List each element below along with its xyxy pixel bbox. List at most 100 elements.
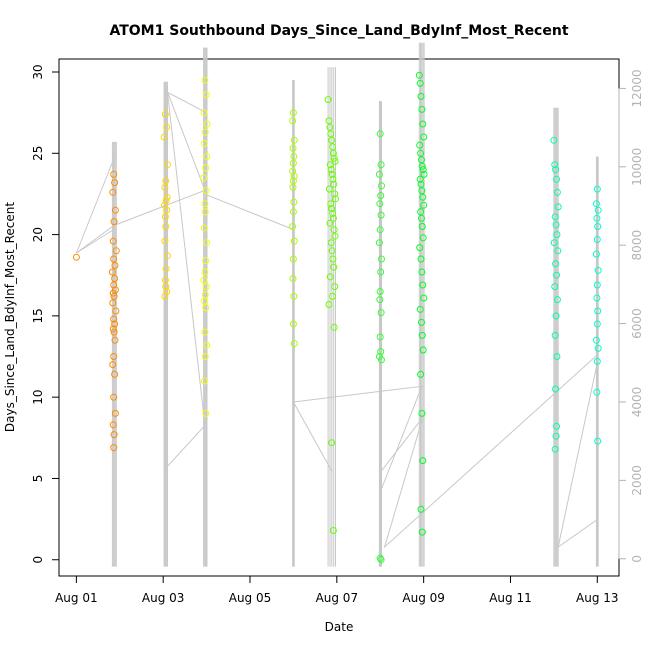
data-point [376, 296, 384, 304]
x-axis-label: Date [325, 620, 354, 634]
y-tick-label: 30 [31, 64, 45, 79]
data-point [552, 260, 560, 268]
data-point [594, 344, 602, 352]
data-point [551, 445, 559, 453]
secondary-y-tick-label: 8000 [630, 230, 644, 261]
data-point [550, 239, 558, 247]
data-point [328, 247, 336, 255]
data-point [377, 211, 385, 219]
y-tick-label: 25 [31, 146, 45, 161]
data-point [201, 291, 209, 299]
data-point [290, 153, 298, 160]
data-point [289, 167, 297, 175]
data-point [328, 136, 336, 144]
data-point [552, 312, 560, 320]
data-point [330, 180, 338, 188]
data-point [418, 331, 426, 339]
data-point [163, 123, 171, 131]
data-point [377, 161, 385, 169]
data-point [376, 130, 384, 138]
data-point [327, 200, 335, 208]
data-point [330, 263, 338, 271]
data-point [162, 196, 170, 204]
data-point [419, 166, 427, 174]
data-point [162, 177, 170, 185]
data-point [594, 206, 602, 214]
data-point [289, 144, 297, 152]
data-point [417, 180, 425, 188]
data-point [109, 188, 117, 196]
data-point [418, 187, 426, 195]
data-point [376, 288, 384, 295]
data-point [329, 214, 337, 222]
data-point [327, 239, 335, 247]
data-point [330, 226, 338, 234]
data-point [553, 296, 561, 304]
data-point [418, 268, 426, 276]
data-point [420, 294, 428, 302]
data-point [200, 109, 208, 117]
data-point [163, 206, 171, 214]
secondary-y-tick-label: 10000 [630, 148, 644, 186]
data-point [110, 353, 118, 360]
data-point [331, 283, 339, 291]
data-point [330, 323, 338, 331]
data-point [592, 336, 600, 344]
data-point [326, 273, 334, 281]
data-point [110, 281, 118, 289]
data-point [109, 299, 117, 307]
data-point [592, 200, 600, 208]
data-point [594, 437, 602, 445]
data-point [417, 255, 425, 263]
data-point [553, 422, 560, 430]
data-point [164, 161, 171, 169]
data-point [331, 157, 339, 165]
y-tick-label: 15 [31, 308, 45, 323]
y-tick-label: 20 [31, 227, 45, 242]
data-point [289, 223, 297, 230]
data-point [419, 120, 427, 128]
data-point [377, 192, 385, 200]
data-point [290, 340, 298, 347]
data-point [289, 255, 297, 263]
data-point [161, 237, 169, 245]
data-point [593, 294, 601, 302]
data-point [289, 275, 297, 282]
data-point [419, 281, 427, 289]
data-point [332, 195, 339, 203]
data-point [111, 320, 119, 328]
data-point [418, 223, 426, 230]
data-point [417, 370, 425, 378]
data-point [109, 421, 117, 429]
data-point [160, 133, 168, 141]
data-point [162, 265, 170, 273]
data-point [329, 292, 336, 300]
data-point [203, 120, 211, 128]
data-point [329, 143, 336, 151]
data-point [329, 175, 337, 183]
data-point [110, 218, 118, 226]
data-point [161, 183, 169, 191]
data-point [200, 276, 208, 284]
data-point [201, 200, 209, 208]
data-point [418, 528, 426, 536]
data-point [551, 283, 559, 291]
data-point [109, 361, 117, 369]
data-point [594, 307, 602, 315]
data-point [554, 203, 562, 211]
data-point [289, 208, 297, 216]
y-axis-label: Days_Since_Land_BdyInf_Most_Recent [3, 202, 17, 432]
data-point [553, 175, 560, 183]
data-point [163, 193, 171, 201]
data-point [290, 136, 298, 144]
data-point [325, 185, 333, 193]
data-point [289, 159, 297, 167]
data-point [594, 266, 602, 274]
data-point [111, 262, 119, 269]
data-point [162, 223, 170, 230]
data-point [161, 276, 169, 284]
data-point [200, 174, 208, 182]
data-point [72, 253, 80, 261]
data-point [418, 409, 426, 417]
data-point [417, 208, 425, 216]
